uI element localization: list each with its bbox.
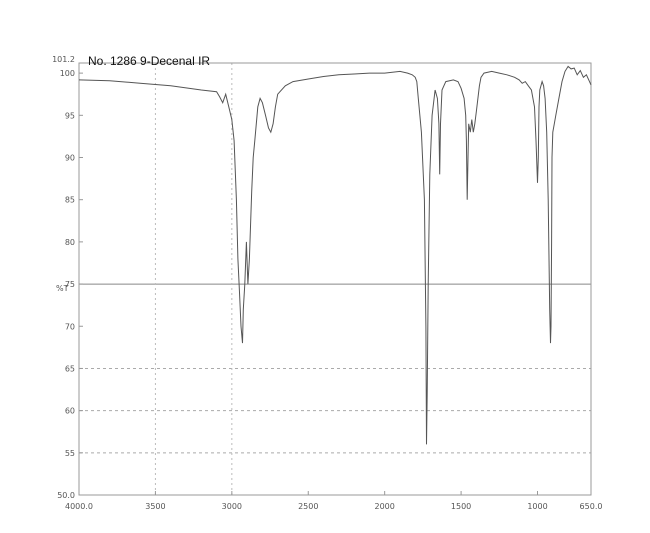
y-tick-label: 50.0: [57, 491, 75, 500]
y-tick-label: 85: [65, 196, 75, 205]
y-tick-label: 101.2: [52, 55, 75, 64]
x-tick-label: 4000.0: [65, 502, 93, 511]
y-tick-label: 60: [65, 407, 75, 416]
x-tick-label: 3000: [222, 502, 242, 511]
y-axis-ticks: 50.0 55 60 65 70 75 80 85 90 95 100 101.2: [52, 55, 83, 500]
y-axis-label: %T: [56, 284, 69, 293]
y-tick-label: 100: [60, 69, 75, 78]
y-tick-label: 90: [65, 154, 75, 163]
x-tick-label: 1000: [527, 502, 547, 511]
chart-title: No. 1286 9-Decenal IR: [88, 54, 210, 68]
y-tick-label: 80: [65, 238, 75, 247]
x-tick-label: 1500: [451, 502, 471, 511]
y-tick-label: 65: [65, 364, 75, 373]
x-tick-label: 2500: [298, 502, 318, 511]
x-tick-label: 2000: [374, 502, 394, 511]
spectrum-line: [78, 65, 592, 445]
y-tick-label: 95: [65, 111, 75, 120]
y-tick-label: 75: [65, 280, 75, 289]
y-tick-label: 55: [65, 449, 75, 458]
y-tick-label: 70: [65, 322, 75, 331]
grid-lines: [79, 63, 591, 495]
plot-frame: [78, 62, 592, 496]
x-tick-label: 650.0: [580, 502, 603, 511]
x-tick-label: 3500: [145, 502, 165, 511]
x-axis-ticks: 4000.0 3500 3000 2500 2000 1500 1000 650.0: [65, 491, 602, 511]
